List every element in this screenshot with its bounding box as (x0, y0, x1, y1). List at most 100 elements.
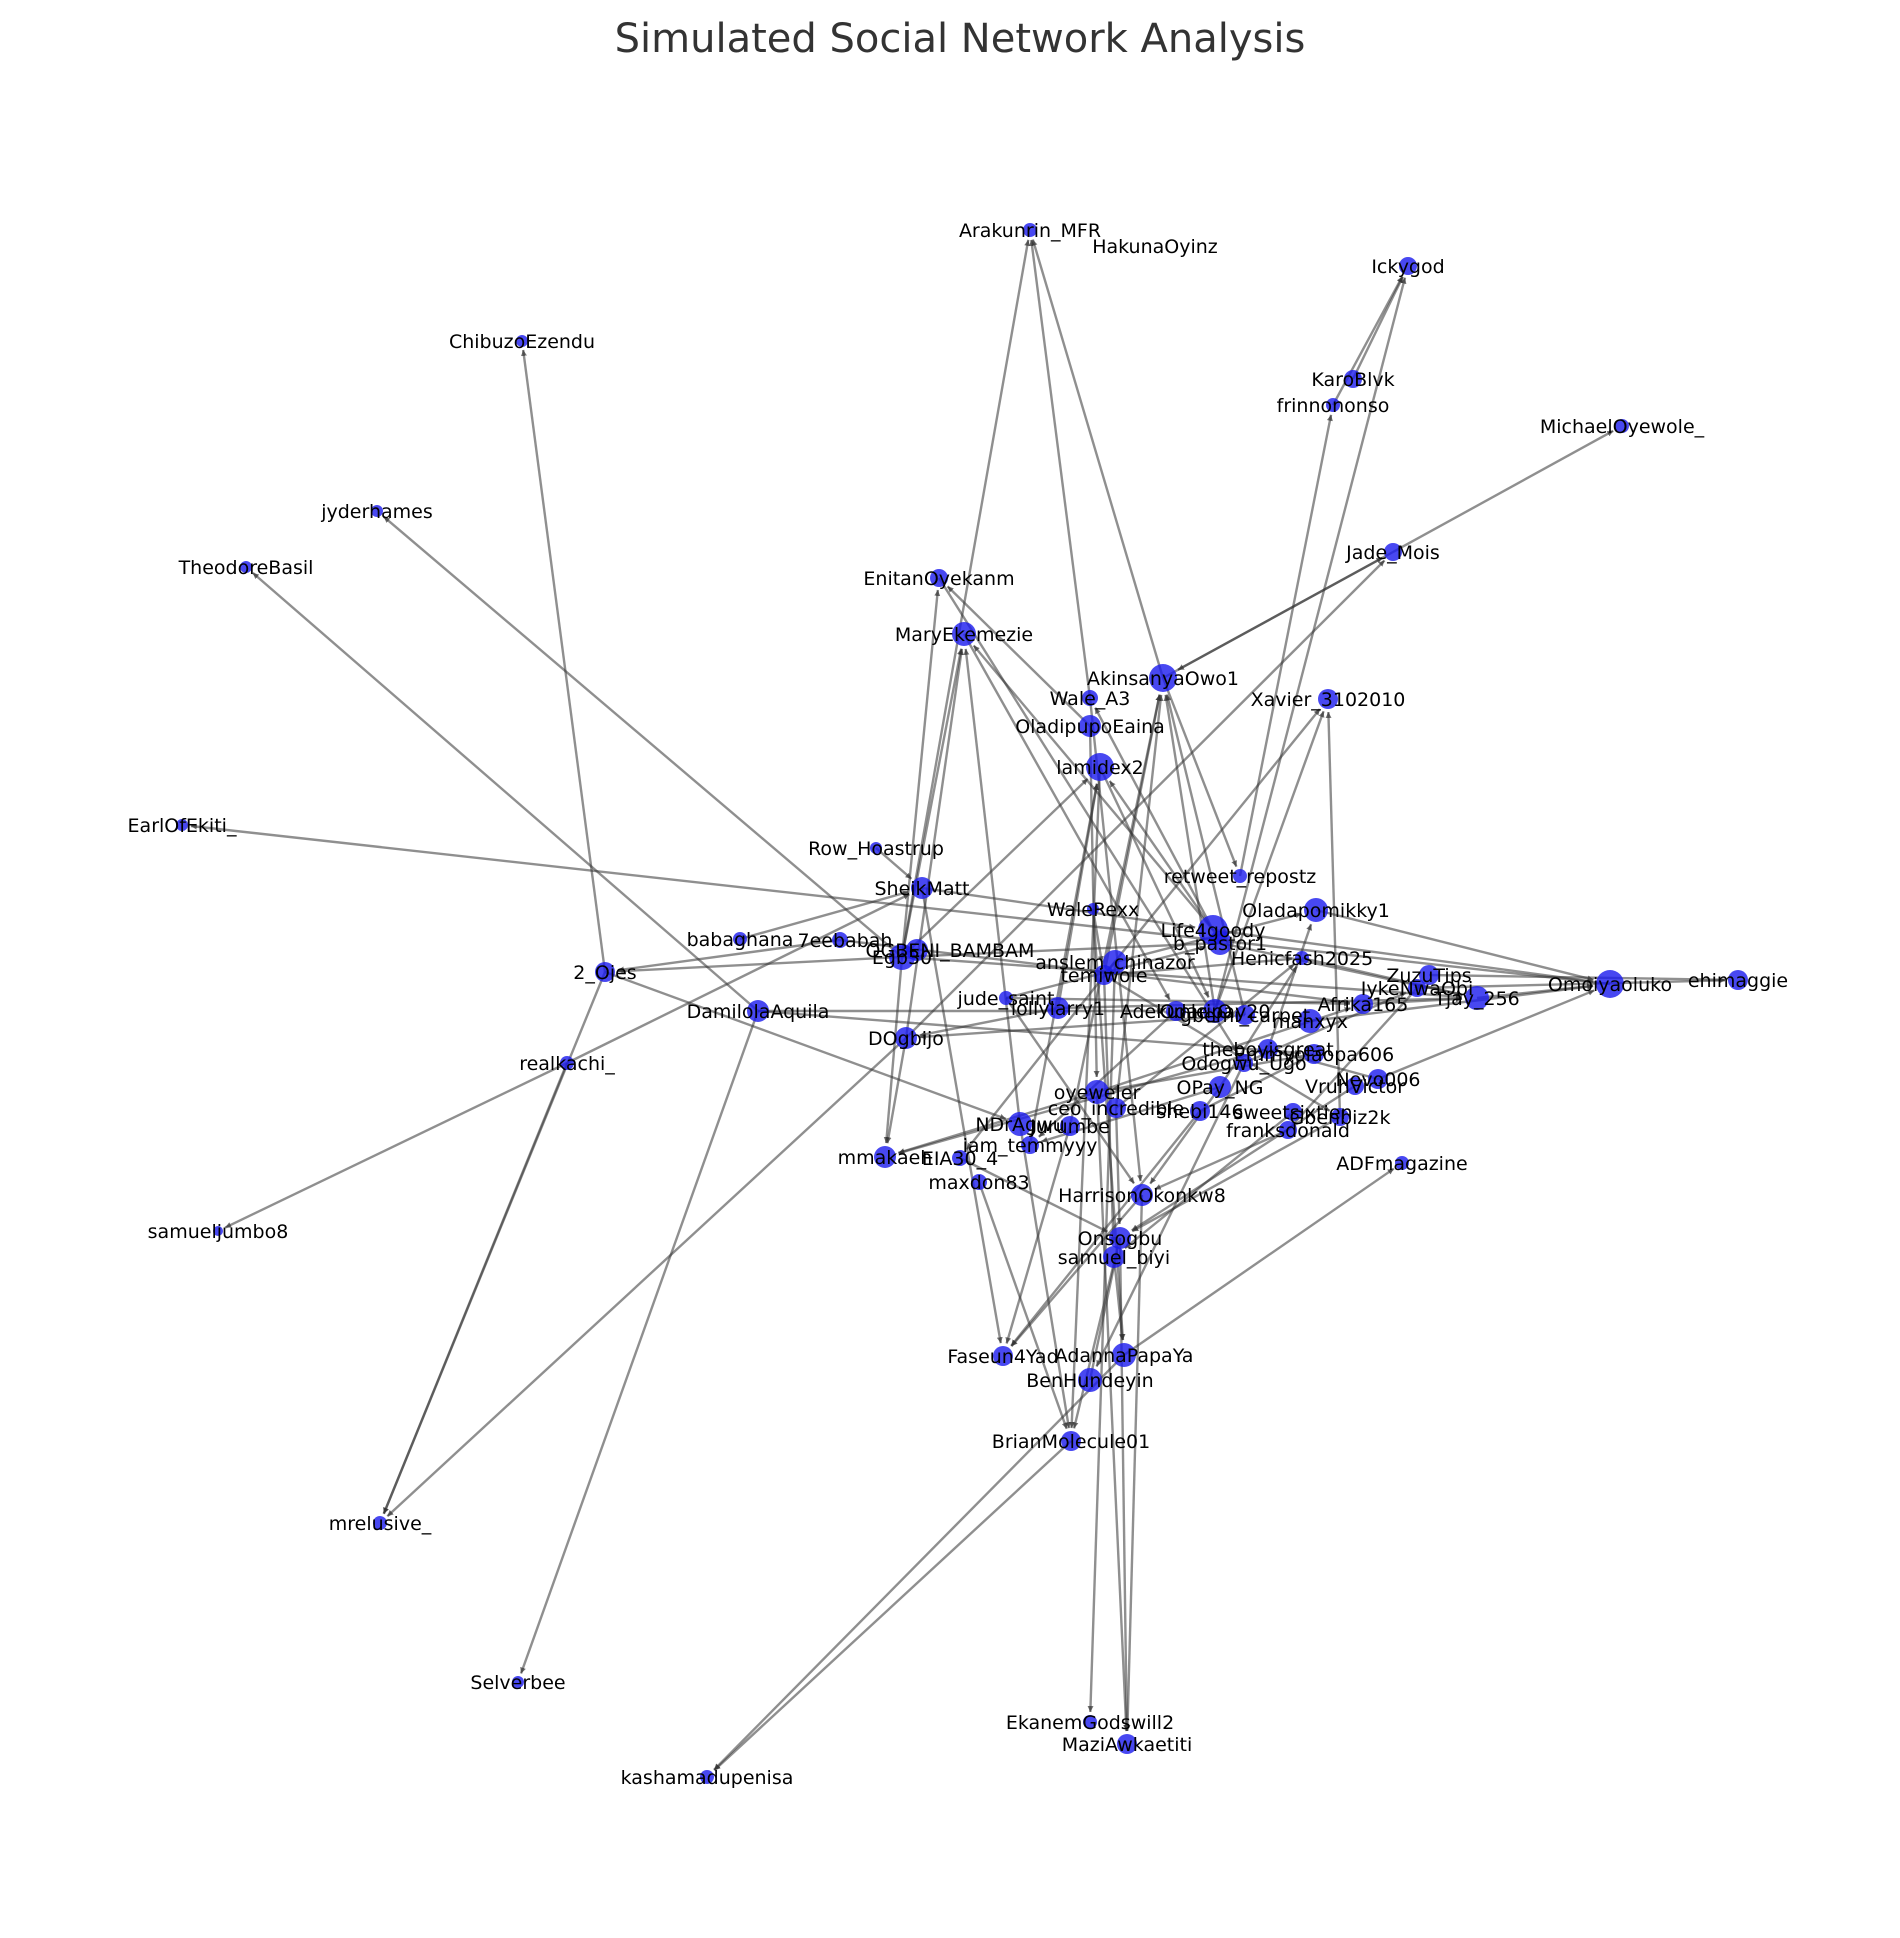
node-dogbijo (895, 1027, 917, 1049)
edge-dogbijo-to-mrelusive (386, 1037, 907, 1518)
node-maziawkaetiti (1117, 1734, 1137, 1754)
node-label-eia30-4: EIA30_4 (922, 1148, 998, 1170)
edge-egb30-to-jyderhames (383, 515, 903, 958)
node-label-mrelusive: mrelusive_ (329, 1513, 432, 1535)
node-label-arakunrin-mfr: Arakunrin_MFR (959, 220, 1101, 242)
node-ehimaggie (1728, 970, 1748, 990)
node-michaeloyewole (1615, 419, 1629, 433)
node-odogwu-ugo (1235, 1054, 1253, 1072)
node-label-ndragwu: NDrAgwu (975, 1114, 1064, 1136)
node-faseun4yad (993, 1346, 1013, 1366)
edge-akinsanyaowo1-to-arakunrin-mfr (1031, 239, 1165, 679)
node-adfmagazine (1395, 1156, 1409, 1170)
node-tjay-256 (1465, 986, 1489, 1010)
node-label-egb30: Egb30 (872, 947, 932, 969)
edge-sheikmatt-to-life4goody (921, 886, 1196, 930)
node-earlofekiti (176, 819, 188, 831)
edge-zuzutips-to-ehimaggie (1428, 973, 1726, 983)
node-label-anslem-chinazor: anslem_chinazor (1035, 952, 1195, 974)
node-damilolaaquila (747, 1000, 769, 1022)
node-chibuzoezendu (516, 335, 528, 347)
node-label-maryekemezie: MaryEkemezie (895, 624, 1033, 646)
node-label-walerexx: WaleRexx (1047, 899, 1139, 921)
node-label-b-pastor1: b_pastor1 (1173, 933, 1267, 955)
node-label-oyeweler: oyeweler (1054, 1082, 1141, 1104)
edge-realkachi-to-samueljumbo8 (224, 1061, 568, 1229)
node-eia30-4 (952, 1150, 968, 1166)
edge-lamidex2-to-odaripay20 (1098, 766, 1210, 998)
node-ndragwu (1008, 1112, 1032, 1136)
node-label-selverbee: Selverbee (470, 1672, 565, 1694)
node-label-samuel-biyi: samuel_biyi (1058, 1247, 1170, 1269)
node-label-ogbeni-bambam: OGBENI_BAMBAM (866, 940, 1035, 962)
node-label-damilolaaquila: DamilolaAquila (687, 1001, 830, 1023)
edge-oladipupoeaina-to-oyeweler (1088, 725, 1100, 1078)
node-label-shebi146: shebi146 (1156, 1101, 1243, 1123)
edge-jurumbe-to-akinsanyaowo1 (1068, 694, 1162, 1127)
edge-odaripay20-to-xavier-3102010 (1213, 710, 1325, 1012)
node-label-temiwole: temiwole (1060, 965, 1147, 987)
edge-wale-a3-to-arakunrin-mfr (1029, 239, 1092, 699)
node-label-odaripay20: Odaripay20 (1160, 1001, 1271, 1023)
edge-shebi146-to-emmyolaopa606 (1199, 1058, 1303, 1113)
node-label-adfmagazine: ADFmagazine (1336, 1153, 1467, 1175)
node-label-sheikmatt: SheikMatt (874, 878, 969, 900)
node-samuel-biyi (1103, 1246, 1125, 1268)
node-label-hakunaoyinz: HakunaOyinz (1092, 236, 1218, 258)
node-shebi146 (1190, 1101, 1210, 1121)
edge-odogwu-ugo-to-benhundeyin (1095, 1062, 1246, 1368)
node-label-realkachi: realkachi_ (519, 1053, 615, 1075)
node-maxdon83 (971, 1174, 987, 1190)
edge-retweet-repostz-to-frinnononso (1238, 414, 1333, 877)
edge-akinsanyaowo1-to-retweet-repostz (1161, 677, 1238, 868)
node-zuzutips (1419, 965, 1439, 985)
node-label-2-ojes: 2_Ojes (573, 962, 636, 984)
node-label-theodorebasil: TheodoreBasil (178, 557, 314, 579)
node-label-enitanoyekanm: EnitanOyekanm (863, 568, 1014, 590)
node-lamidex2 (1086, 753, 1114, 781)
node-label-ehimaggie: ehimaggie (1688, 970, 1788, 992)
node-row-hoastrup (870, 842, 882, 854)
edge-karoblvk-to-ickygod (1351, 276, 1404, 380)
node-ekanemgodswill2 (1083, 1715, 1097, 1729)
node-label-lamidex2: lamidex2 (1056, 757, 1143, 779)
node-label-mmakaeh: mmakaeh (838, 1147, 933, 1169)
node-label-7eebabah: 7eebabah (798, 930, 893, 952)
node-samueljumbo8 (213, 1226, 223, 1236)
edge-babaghana-to-sheikmatt (739, 890, 909, 941)
edge-oladipupoeaina-to-enitanoyekanm (946, 585, 1091, 727)
node-franksdonald (1279, 1121, 1297, 1139)
node-2-ojes (595, 962, 615, 982)
node-label-faseun4yad: Faseun4Yad (947, 1346, 1058, 1368)
node-7eebabah (832, 932, 848, 948)
node-label-maziawkaetiti: MaziAwkaetiti (1062, 1734, 1193, 1756)
node-sheikmatt (911, 877, 933, 899)
node-arakunrin-mfr (1023, 223, 1037, 237)
edge-egb30-to-2-ojes (617, 955, 903, 975)
edge-frinnononso-to-ickygod (1331, 275, 1404, 406)
node-label-ickygod: Ickygod (1371, 256, 1444, 278)
edge-harrisonokonkw8-to-maziawkaetiti (1124, 1194, 1144, 1732)
node-brianmolecule01 (1061, 1431, 1081, 1451)
edge-vruhvictor-to-onsogbu (1131, 1084, 1356, 1232)
node-label-michaeloyewole: MichaelOyewole_ (1540, 416, 1705, 438)
edge-iykenwaobi-to-ehimaggie (1416, 977, 1726, 990)
node-label-frinnononso: frinnononso (1277, 395, 1390, 417)
edge-opay-ng-to-harrisonokonkw8 (1149, 1086, 1221, 1185)
node-label-afrika165: Afrika165 (1318, 994, 1409, 1016)
node-oladapomikky1 (1304, 898, 1328, 922)
node-ickygod (1399, 257, 1417, 275)
node-sweetsixtien (1284, 1103, 1302, 1121)
node-label-franksdonald: franksdonald (1226, 1120, 1350, 1142)
edge-gbenbiz2k-to-onsogbu (1131, 1115, 1341, 1233)
node-gbemi-carpet (1235, 1005, 1255, 1025)
node-label-row-hoastrup: Row_Hoastrup (808, 838, 944, 860)
node-mrelusive (373, 1516, 387, 1530)
node-label-karoblvk: KaroBlvk (1311, 369, 1394, 391)
node-onsogbu (1109, 1227, 1131, 1249)
node-jude-saint (999, 991, 1013, 1005)
node-temiwole (1094, 965, 1114, 985)
node-enitanoyekanm (930, 569, 948, 587)
node-label-henicfash2025: Henicfash2025 (1231, 948, 1373, 970)
